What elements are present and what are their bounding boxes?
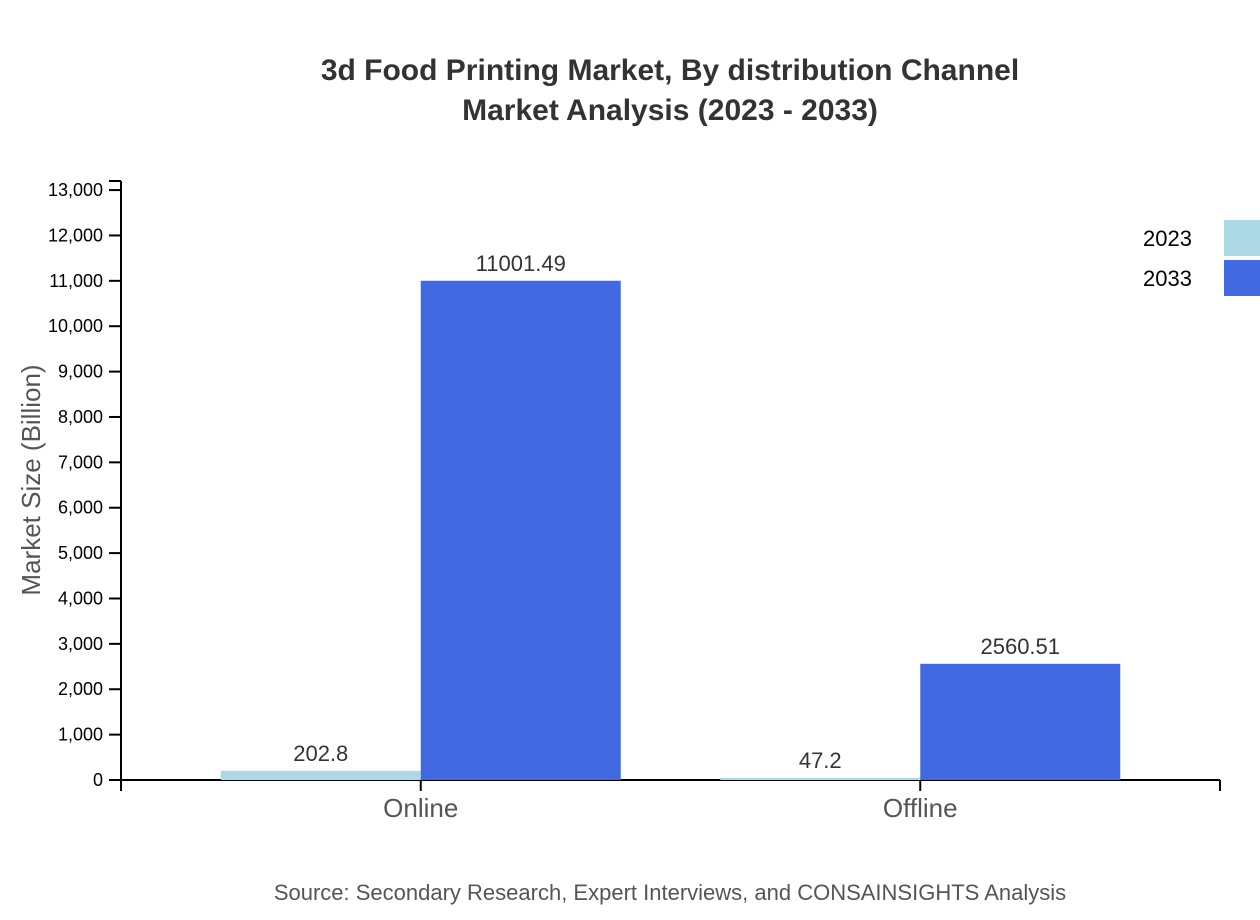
chart-title-line-2: Market Analysis (2023 - 2033) xyxy=(462,94,878,127)
y-tick-label: 3,000 xyxy=(58,634,103,654)
y-axis: 0 1,000 2,000 3,000 4,000 5,000 6,000 7,000 8,00… xyxy=(48,180,122,790)
data-label: 47.2 xyxy=(799,748,842,773)
legend-swatch-2023 xyxy=(1224,220,1260,256)
y-tick-label: 0 xyxy=(93,770,103,790)
legend-label-2033: 2033 xyxy=(1143,266,1192,291)
data-label: 2560.51 xyxy=(980,634,1060,659)
bars: 202.8 11001.49 47.2 2560.51 xyxy=(220,251,1121,780)
bar-2023-online xyxy=(220,770,421,780)
y-tick-label: 12,000 xyxy=(48,225,103,245)
y-tick-label: 2,000 xyxy=(58,679,103,699)
y-tick-label: 11,000 xyxy=(49,271,103,291)
y-tick-label: 8,000 xyxy=(58,407,103,427)
y-tick-label: 10,000 xyxy=(48,316,103,336)
legend-label-2023: 2023 xyxy=(1143,226,1192,251)
bar-2033-online xyxy=(420,280,621,780)
y-tick-label: 13,000 xyxy=(48,180,103,200)
legend-swatch-2033 xyxy=(1224,260,1260,296)
y-tick-label: 7,000 xyxy=(58,452,103,472)
bar-2033-offline xyxy=(920,663,1121,780)
y-tick-label: 1,000 xyxy=(58,725,103,745)
x-axis: Online Offline xyxy=(120,779,1221,823)
y-tick-label: 6,000 xyxy=(58,498,103,518)
chart-title-line-1: 3d Food Printing Market, By distribution… xyxy=(321,54,1019,87)
y-tick-label: 5,000 xyxy=(58,543,103,563)
data-label: 202.8 xyxy=(293,741,348,766)
data-label: 11001.49 xyxy=(476,251,566,276)
legend: 2023 2033 xyxy=(1143,220,1260,296)
x-tick-label: Offline xyxy=(883,793,958,823)
y-tick-label: 4,000 xyxy=(58,588,103,608)
y-tick-label: 9,000 xyxy=(58,362,103,382)
x-tick-label: Online xyxy=(383,793,458,823)
source-note: Source: Secondary Research, Expert Inter… xyxy=(274,880,1066,905)
bar-2023-offline xyxy=(720,777,921,780)
y-axis-label: Market Size (Billion) xyxy=(16,364,46,595)
